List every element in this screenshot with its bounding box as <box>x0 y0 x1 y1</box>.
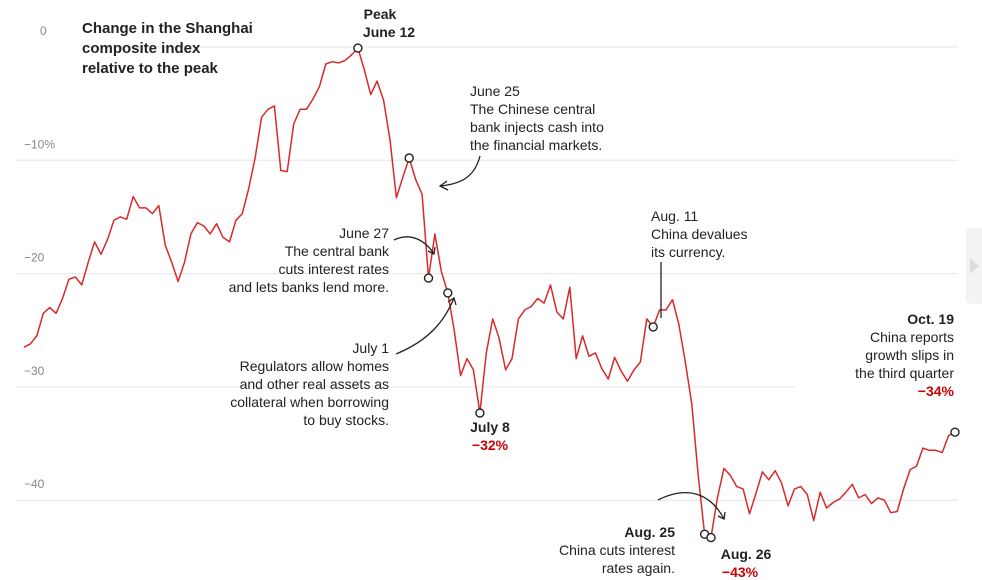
july1-text-2: and other real assets as <box>240 376 389 392</box>
y-axis-ticks: 0 −10% −20 −30 −40 <box>24 24 55 491</box>
july1-text-4: to buy stocks. <box>303 412 389 428</box>
arrow-july1-head <box>447 296 457 306</box>
event-marker <box>443 288 453 298</box>
arrow-june25-head <box>438 180 449 191</box>
oct19-pct: −34% <box>918 383 955 399</box>
y-tick-label: −10% <box>24 137 55 151</box>
annotation-markers <box>353 43 960 543</box>
event-marker <box>648 322 658 332</box>
oct19-text-3: the third quarter <box>855 365 954 381</box>
arrow-june27-head <box>427 246 436 255</box>
event-marker <box>706 532 716 543</box>
aug26-pct: −43% <box>722 564 759 580</box>
aug11-date: Aug. 11 <box>651 208 698 224</box>
june25-text-1: The Chinese central <box>470 101 595 117</box>
scroll-tab[interactable] <box>966 228 982 304</box>
july1-text-1: Regulators allow homes <box>240 358 389 374</box>
chart-title: Change in the Shanghai composite index r… <box>82 20 257 77</box>
series-line <box>23 47 956 539</box>
june25-text-2: bank injects cash into <box>470 119 604 135</box>
chevron-right-icon <box>970 258 979 274</box>
june25-date: June 25 <box>470 83 520 99</box>
y-tick-label: −40 <box>24 477 45 491</box>
aug25-text-2: rates again. <box>602 560 675 576</box>
event-marker <box>353 43 363 53</box>
peak-label: Peak <box>364 6 397 22</box>
event-marker <box>950 427 960 437</box>
june27-text-2: cuts interest rates <box>279 261 390 277</box>
arrow-aug25-head <box>717 511 726 520</box>
june27-text-1: The central bank <box>285 243 390 259</box>
aug11-text-1: China devalues <box>651 226 748 242</box>
event-marker <box>423 273 434 283</box>
gridlines <box>16 46 958 501</box>
aug26-date: Aug. 26 <box>721 546 772 562</box>
july8-pct: −32% <box>472 437 509 453</box>
chart-title-line-1: Change in the Shanghai <box>82 20 253 37</box>
chart-title-line-3: relative to the peak <box>82 60 219 77</box>
june27-text-3: and lets banks lend more. <box>229 279 389 295</box>
june27-date: June 27 <box>339 225 389 241</box>
arrow-june25 <box>439 155 481 187</box>
arrow-june27 <box>393 236 435 255</box>
aug25-date: Aug. 25 <box>624 524 675 540</box>
event-marker <box>475 408 485 418</box>
y-tick-label: 0 <box>40 24 47 38</box>
oct19-date: Oct. 19 <box>907 311 954 327</box>
july1-text-3: collateral when borrowing <box>230 394 389 410</box>
y-tick-label: −30 <box>24 364 45 378</box>
arrow-july1 <box>395 297 455 355</box>
annotations: Peak June 12 June 25 The Chinese central… <box>229 6 955 580</box>
arrow-aug25 <box>657 492 725 520</box>
event-marker <box>404 153 414 163</box>
june25-text-3: the financial markets. <box>470 137 602 153</box>
annotation-arrows <box>393 155 726 520</box>
peak-date: June 12 <box>363 24 415 40</box>
oct19-text-1: China reports <box>870 329 954 345</box>
chart-title-line-2: composite index <box>82 40 201 57</box>
oct19-text-2: growth slips in <box>865 347 954 363</box>
july8-date: July 8 <box>470 419 510 435</box>
aug25-text-1: China cuts interest <box>559 542 675 558</box>
aug11-text-2: its currency. <box>651 244 725 260</box>
y-tick-label: −20 <box>24 251 45 265</box>
july1-date: July 1 <box>352 340 389 356</box>
